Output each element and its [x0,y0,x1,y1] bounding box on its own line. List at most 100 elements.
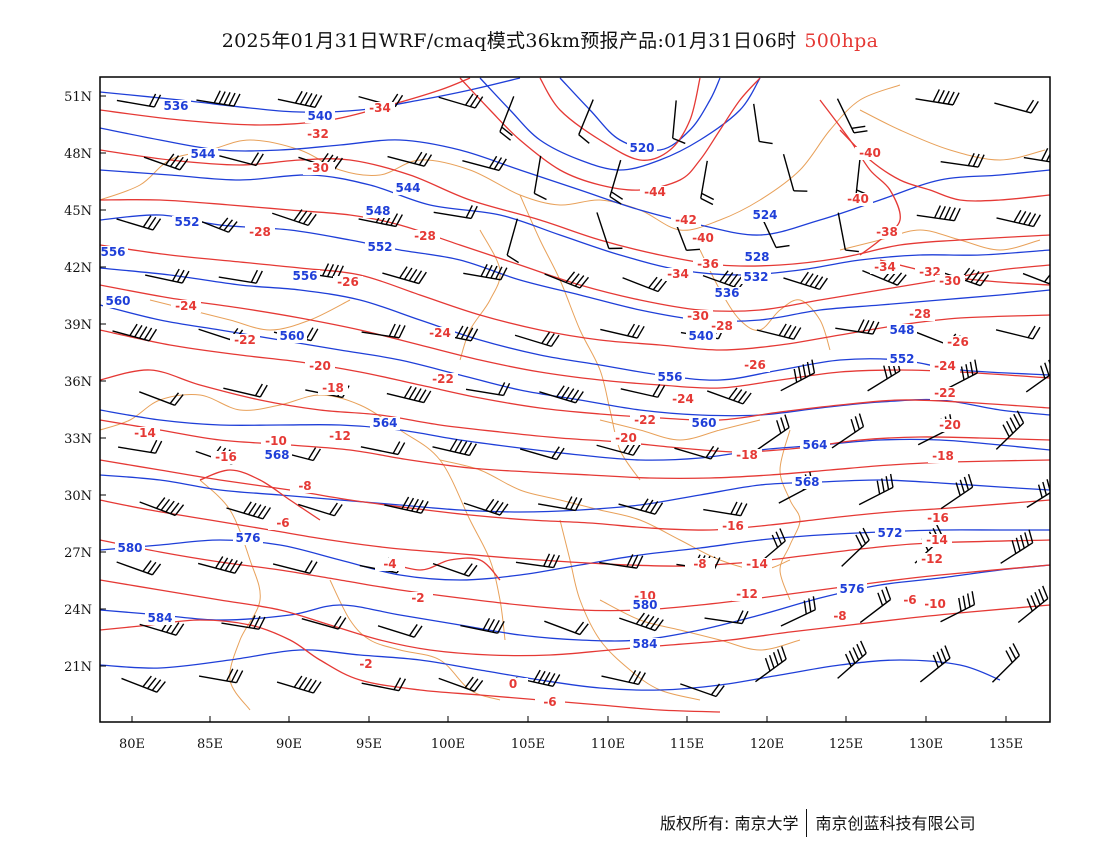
temperature-label: -4 [383,557,396,571]
wind-barb [460,617,505,634]
wind-barb [432,438,477,457]
temperature-label: -14 [134,426,156,440]
height-contour [100,304,1050,417]
wind-barb [600,323,645,339]
lon-label: 110E [591,737,625,752]
temperature-label: -40 [692,231,714,245]
temperature-label-bg [917,553,947,566]
temperature-label: -8 [693,557,706,571]
temperature-label: -34 [369,101,391,115]
wind-barb [837,640,867,679]
wind-barb [915,89,960,106]
wind-barb [519,446,565,461]
wind-barb [360,441,406,456]
wind-barb [755,646,787,683]
temperature-label-bg [825,610,855,623]
wind-barb [277,90,323,109]
wind-barb [499,96,515,141]
temperature-label: -24 [175,299,197,313]
wind-barb [384,496,429,514]
temperature-label: -22 [234,333,256,347]
height-label: 552 [174,215,199,229]
temperature-label: -32 [307,127,329,141]
height-label: 564 [802,438,827,452]
temperature-label: -24 [934,359,956,373]
wind-barb [465,382,511,397]
wind-barb [387,151,433,167]
lat-label: 33N [64,432,92,447]
border-line [839,229,1041,251]
temperature-contour [100,419,1050,480]
temperature-label: -28 [909,307,931,321]
wind-barb [836,98,868,134]
wind-barb [991,643,1021,683]
lat-label: 21N [64,660,92,675]
temperature-label-bg [403,592,433,605]
height-contour [100,214,1050,322]
lat-label: 42N [64,261,92,276]
temperature-label-bg [922,534,952,547]
lat-label: 51N [64,90,92,105]
wind-barbs [112,89,1050,698]
wind-barb [619,612,664,632]
height-label-bg [145,612,175,625]
lon-label: 125E [829,737,863,752]
wind-barb [780,596,816,627]
height-label: 544 [395,181,420,195]
wind-barb [438,93,484,109]
temperature-label: -40 [859,146,881,160]
wind-barb [377,624,423,638]
height-label-bg [689,417,719,430]
temperature-label-bg [930,360,960,373]
height-label-bg [103,295,133,308]
temperature-label-bg [930,387,960,400]
temperature-label: -30 [939,274,961,288]
temperature-label: -44 [644,185,666,199]
wind-barb [837,212,859,253]
temperature-label-bg [171,300,201,313]
temperature-label-bg [630,414,660,427]
height-label-bg [875,527,905,540]
temperature-label: -26 [744,358,766,372]
temperature-label: -28 [711,319,733,333]
temperature-label-bg [261,435,291,448]
wind-barb [386,385,432,404]
height-label-bg [837,583,867,596]
temperature-contour [100,329,1050,421]
height-label-bg [655,371,685,384]
temperature-label: -22 [934,386,956,400]
height-label-bg [630,599,660,612]
geopotential-contours [100,77,1050,691]
lat-label: 36N [64,375,92,390]
height-contour [100,169,1050,276]
height-label: 552 [889,352,914,366]
temperature-contour [100,539,1050,612]
copyright-footer: 版权所有: 南京大学 南京创蓝科技有限公司 [660,808,976,839]
footer-divider [806,808,808,837]
height-label-bg [188,148,218,161]
temperature-label-bg [268,517,298,530]
height-label-bg [277,330,307,343]
border-line [199,479,261,711]
wind-barb [223,383,268,398]
height-label: 560 [691,416,716,430]
temperature-label: -34 [667,267,689,281]
wind-barb [994,99,1039,114]
wind-barb [674,445,719,460]
height-label: 528 [744,250,769,264]
wind-barb [139,497,185,517]
temperature-label: -10 [924,597,946,611]
wind-barb [143,153,189,171]
wind-barb [919,645,951,683]
temperature-label-bg [640,186,670,199]
height-contour [100,409,1050,461]
wind-barb [276,675,322,694]
temperature-label: -24 [429,326,451,340]
lat-label: 27N [64,546,92,561]
wind-barb [702,270,748,290]
temperature-label: -18 [932,449,954,463]
wind-barb [382,266,427,285]
wind-barb [514,331,560,348]
height-label: 552 [367,240,392,254]
